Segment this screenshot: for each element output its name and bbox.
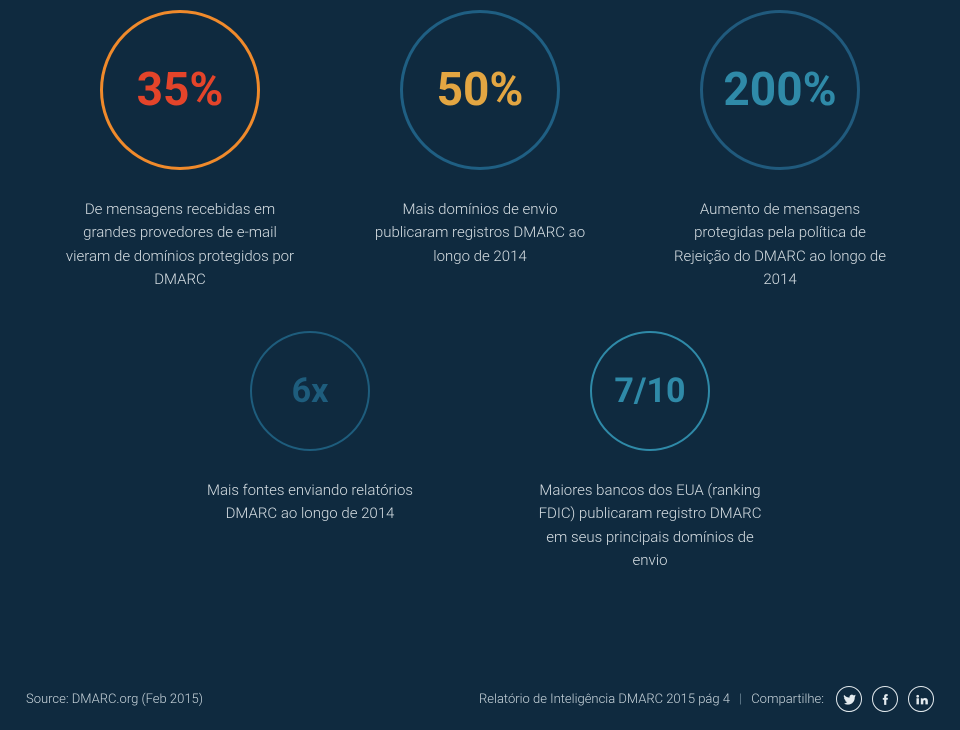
stat-200pct: 200% Aumento de mensagens protegidas pel…	[665, 10, 895, 291]
stat-7of10: 7/10 Maiores bancos dos EUA (ranking FDI…	[535, 331, 765, 572]
page-footer: Source: DMARC.org (Feb 2015) Relatório d…	[0, 686, 960, 712]
stat-desc-7of10: Maiores bancos dos EUA (ranking FDIC) pu…	[535, 479, 765, 572]
stat-6x: 6x Mais fontes enviando relatórios DMARC…	[195, 331, 425, 572]
stats-row-bottom: 6x Mais fontes enviando relatórios DMARC…	[0, 291, 960, 572]
stat-circle-50pct: 50%	[400, 10, 560, 170]
stats-row-top: 35% De mensagens recebidas em grandes pr…	[0, 0, 960, 291]
footer-separator: |	[739, 692, 742, 707]
stat-circle-35pct: 35%	[100, 10, 260, 170]
stat-desc-6x: Mais fontes enviando relatórios DMARC ao…	[195, 479, 425, 526]
stat-50pct: 50% Mais domínios de envio publicaram re…	[365, 10, 595, 291]
footer-right: Relatório de Inteligência DMARC 2015 pág…	[479, 686, 934, 712]
linkedin-icon[interactable]	[908, 686, 934, 712]
facebook-icon[interactable]	[872, 686, 898, 712]
stat-circle-200pct: 200%	[700, 10, 860, 170]
footer-report-label: Relatório de Inteligência DMARC 2015 pág…	[479, 692, 730, 707]
social-links	[836, 686, 934, 712]
stat-desc-35pct: De mensagens recebidas em grandes proved…	[65, 198, 295, 291]
footer-source: Source: DMARC.org (Feb 2015)	[26, 692, 203, 707]
footer-share-label: Compartilhe:	[751, 692, 824, 707]
stat-desc-200pct: Aumento de mensagens protegidas pela pol…	[665, 198, 895, 291]
footer-report-text: Relatório de Inteligência DMARC 2015 pág…	[479, 692, 824, 707]
stat-circle-6x: 6x	[250, 331, 370, 451]
twitter-icon[interactable]	[836, 686, 862, 712]
stat-circle-7of10: 7/10	[590, 331, 710, 451]
stat-35pct: 35% De mensagens recebidas em grandes pr…	[65, 10, 295, 291]
stat-desc-50pct: Mais domínios de envio publicaram regist…	[365, 198, 595, 268]
